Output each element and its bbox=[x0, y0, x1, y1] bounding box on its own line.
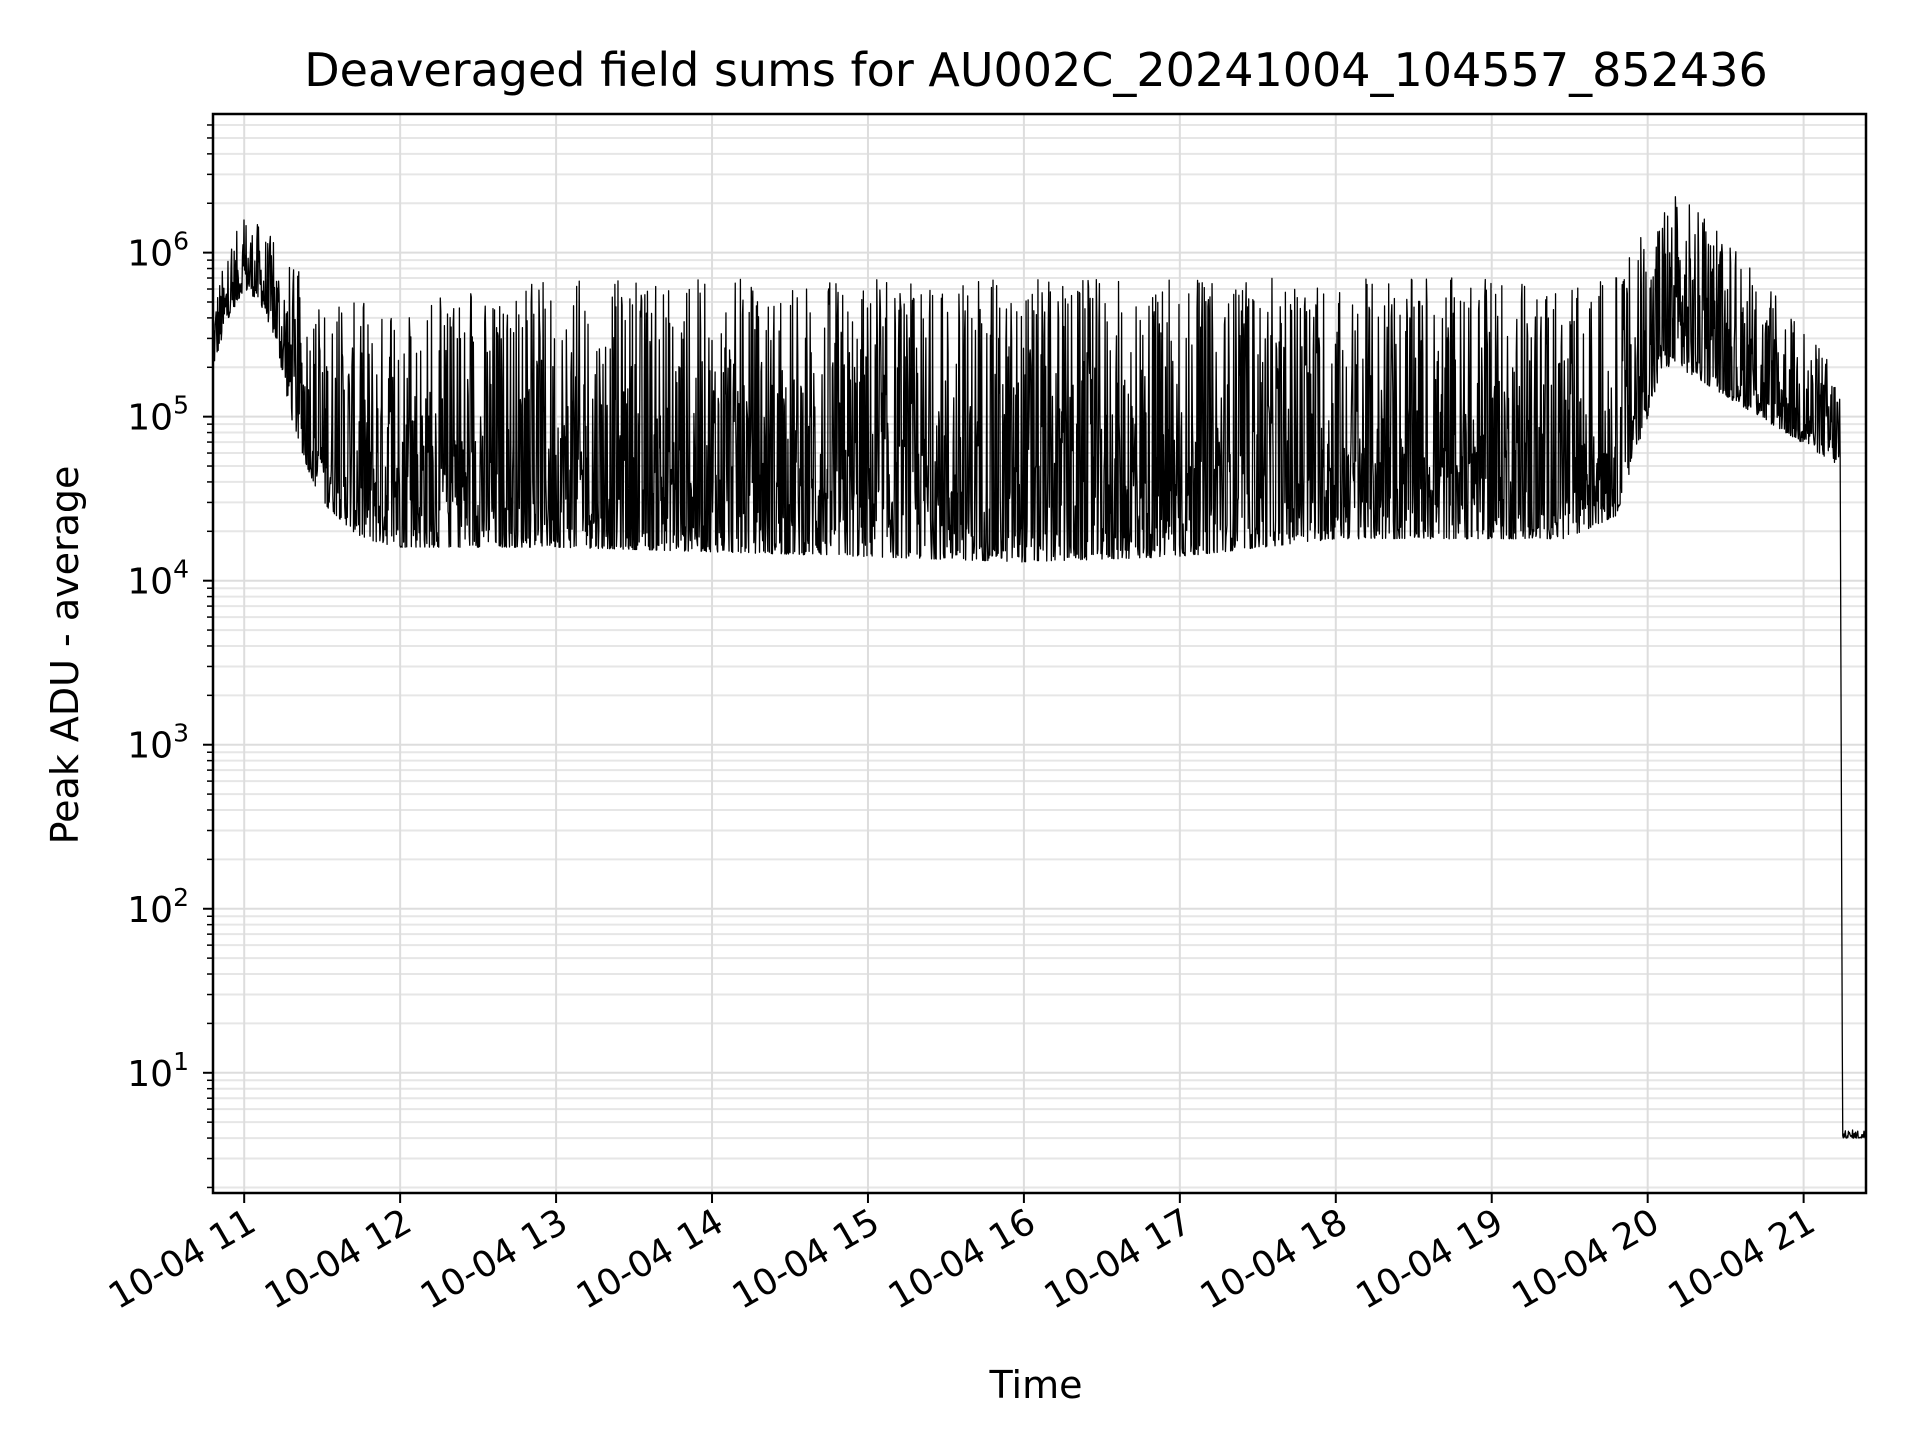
x-tick-label: 10-04 11 bbox=[102, 1201, 263, 1317]
data-line bbox=[212, 196, 1867, 1139]
series-line bbox=[212, 196, 1867, 1139]
x-tick-label: 10-04 13 bbox=[414, 1201, 575, 1317]
x-tick-label: 10-04 21 bbox=[1661, 1201, 1822, 1317]
x-tick-label: 10-04 17 bbox=[1038, 1201, 1199, 1317]
x-tick-label: 10-04 18 bbox=[1194, 1201, 1355, 1317]
y-axis-label: Peak ADU - average bbox=[43, 466, 87, 845]
x-tick-label: 10-04 12 bbox=[258, 1201, 419, 1317]
y-tick-label: 102 bbox=[127, 883, 189, 931]
grid bbox=[213, 114, 1866, 1193]
x-tick-label: 10-04 19 bbox=[1350, 1201, 1511, 1317]
y-tick-label: 106 bbox=[127, 227, 189, 275]
chart-title: Deaveraged field sums for AU002C_2024100… bbox=[304, 43, 1768, 97]
y-tick-label: 101 bbox=[127, 1047, 189, 1095]
x-tick-label: 10-04 15 bbox=[726, 1201, 887, 1317]
x-tick-label: 10-04 14 bbox=[570, 1201, 731, 1317]
y-tick-label: 104 bbox=[127, 555, 189, 603]
x-tick-label: 10-04 16 bbox=[882, 1201, 1043, 1317]
y-tick-label: 103 bbox=[127, 719, 189, 767]
plot-frame bbox=[211, 112, 1868, 1195]
x-axis-label: Time bbox=[989, 1363, 1083, 1407]
x-tick-label: 10-04 20 bbox=[1506, 1201, 1667, 1317]
y-tick-label: 105 bbox=[127, 391, 189, 439]
